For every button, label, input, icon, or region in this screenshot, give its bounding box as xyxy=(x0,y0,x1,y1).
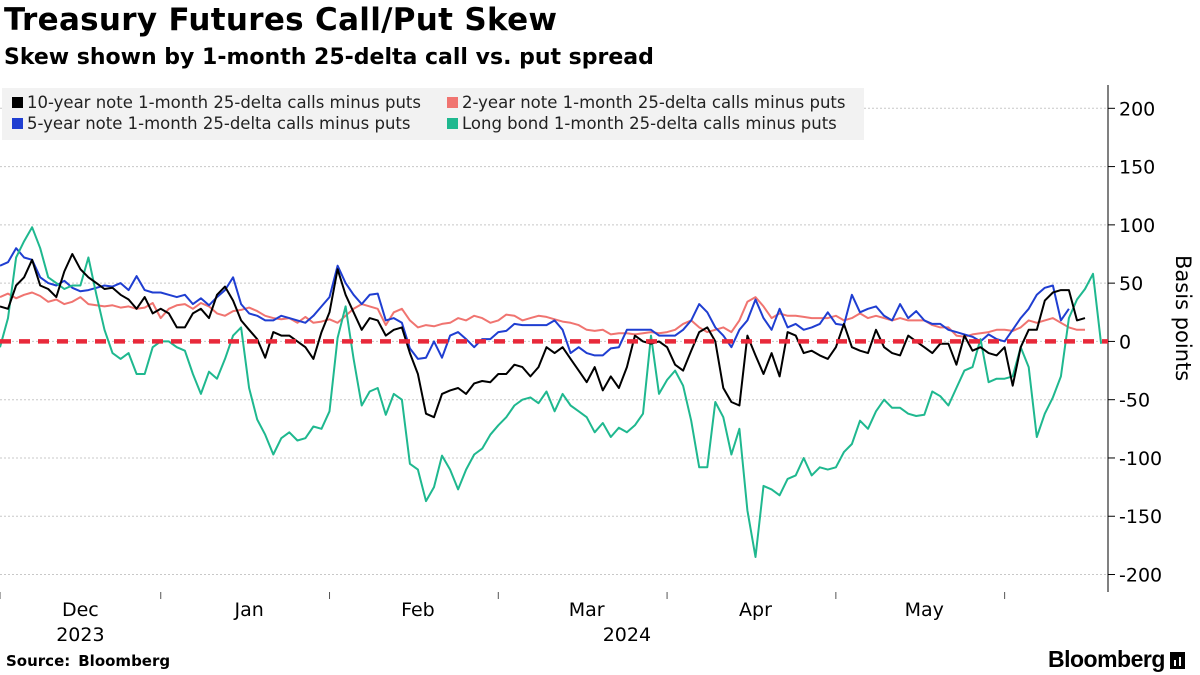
source-label: Source: xyxy=(6,652,71,670)
chart-subtitle: Skew shown by 1-month 25-delta call vs. … xyxy=(4,45,654,70)
source-value: Bloomberg xyxy=(78,652,171,670)
x-tick-label: Apr xyxy=(739,599,772,621)
brand-logo: Bloomberg xyxy=(1048,646,1185,673)
x-axis: Dec Jan Feb Mar Apr May 2023 2024 xyxy=(0,592,1006,646)
y-tick-label: 0 xyxy=(1119,331,1131,353)
legend-swatch xyxy=(12,118,23,129)
legend-label: 2-year note 1-month 25-delta calls minus… xyxy=(462,93,845,112)
brand-wordmark: Bloomberg xyxy=(1048,646,1165,672)
y-axis-title: Basis points xyxy=(1171,255,1195,381)
x-year-label: 2023 xyxy=(56,624,104,646)
source-note: Source: Bloomberg xyxy=(6,652,170,670)
legend-label: 10-year note 1-month 25-delta calls minu… xyxy=(27,93,421,112)
legend-swatch xyxy=(12,97,23,108)
series-line xyxy=(0,291,1085,338)
bars-icon xyxy=(1169,652,1185,669)
y-tick-label: -200 xyxy=(1119,565,1162,587)
legend-background xyxy=(2,88,864,140)
legend-label: 5-year note 1-month 25-delta calls minus… xyxy=(27,114,410,133)
x-year-label: 2024 xyxy=(603,624,651,646)
chart-title: Treasury Futures Call/Put Skew xyxy=(4,2,558,38)
y-tick-label: -100 xyxy=(1119,448,1162,470)
y-tick-label: 200 xyxy=(1119,98,1155,120)
x-tick-label: Jan xyxy=(233,599,263,621)
series-lines xyxy=(0,226,1103,558)
y-axis: 200 150 100 50 0 -50 -100 -150 -200 Basis points xyxy=(1107,85,1195,592)
y-tick-label: 100 xyxy=(1119,215,1155,237)
legend-swatch xyxy=(447,118,458,129)
x-tick-label: Feb xyxy=(401,599,435,621)
legend-label: Long bond 1-month 25-delta calls minus p… xyxy=(462,114,837,133)
series-line xyxy=(0,226,1103,558)
x-tick-label: May xyxy=(905,599,944,621)
series-line xyxy=(0,253,1086,419)
y-tick-label: -50 xyxy=(1119,390,1150,412)
y-tick-label: 150 xyxy=(1119,157,1155,179)
x-tick-label: Dec xyxy=(62,599,99,621)
y-tick-label: 50 xyxy=(1119,273,1143,295)
x-tick-label: Mar xyxy=(569,599,605,621)
series-line xyxy=(0,247,1070,360)
legend-swatch xyxy=(447,97,458,108)
y-tick-label: -150 xyxy=(1119,506,1162,528)
legend: 10-year note 1-month 25-delta calls minu… xyxy=(2,88,864,140)
